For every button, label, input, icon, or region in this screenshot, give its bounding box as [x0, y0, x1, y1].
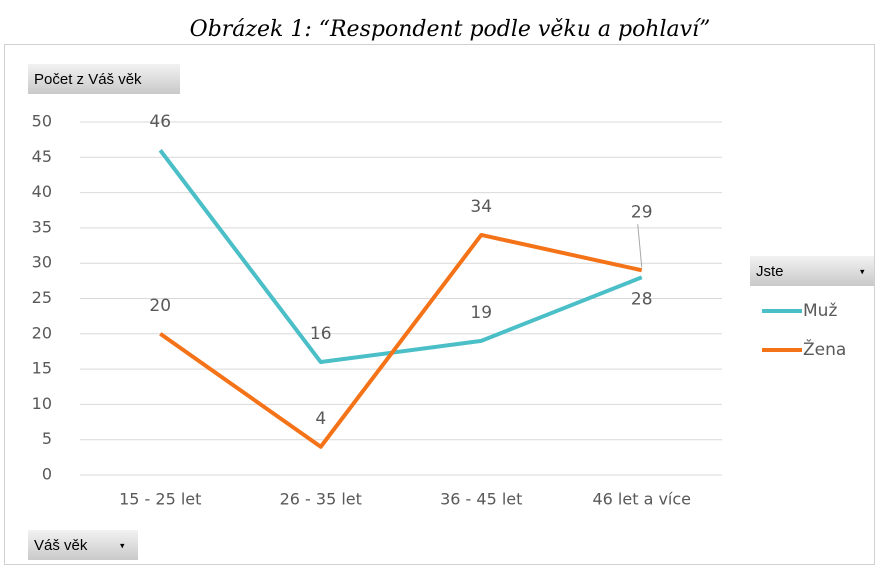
chart-title: Obrázek 1: “Respondent podle věku a pohl…	[190, 17, 711, 42]
button-label: Počet z Váš věk	[34, 71, 142, 88]
button-background	[750, 256, 874, 286]
y-tick-label: 0	[42, 465, 52, 484]
data-label: 46	[149, 112, 171, 132]
axis-field-button[interactable]: Váš věk ▾	[28, 530, 138, 560]
legend-label: Muž	[803, 301, 837, 321]
button-background	[28, 64, 180, 94]
button-background	[28, 530, 138, 560]
dropdown-arrow: ▾	[860, 266, 865, 276]
leader-line	[637, 224, 643, 268]
y-tick-label: 45	[32, 147, 52, 166]
y-tick-label: 40	[32, 182, 52, 201]
data-label: 29	[631, 202, 653, 222]
data-label: 20	[149, 296, 171, 316]
data-label: 16	[310, 324, 332, 344]
data-label: 28	[631, 289, 653, 309]
y-tick-label: 50	[32, 112, 52, 131]
data-label: 4	[315, 409, 326, 429]
x-tick-label: 26 - 35 let	[280, 490, 362, 509]
y-tick-label: 20	[32, 323, 52, 342]
y-tick-label: 15	[32, 359, 52, 378]
x-tick-label: 15 - 25 let	[119, 490, 201, 509]
y-tick-label: 35	[32, 217, 52, 236]
value-field-button[interactable]: Počet z Váš věk	[28, 64, 180, 94]
data-label: 19	[470, 303, 492, 323]
data-label: 34	[470, 197, 492, 217]
legend-field-button[interactable]: Jste ▾	[750, 256, 874, 286]
button-label: Váš věk	[34, 537, 88, 554]
legend-label: Žena	[803, 338, 846, 360]
x-tick-label: 36 - 45 let	[440, 490, 522, 509]
chart-border	[4, 44, 875, 565]
y-tick-label: 5	[42, 429, 52, 448]
dropdown-arrow: ▾	[120, 540, 125, 550]
y-tick-label: 30	[32, 253, 52, 272]
y-tick-label: 25	[32, 288, 52, 307]
x-tick-label: 46 let a více	[592, 490, 691, 509]
y-tick-label: 10	[32, 394, 52, 413]
button-label: Jste	[756, 263, 784, 280]
series-line	[158, 149, 643, 365]
series-line	[159, 232, 643, 449]
